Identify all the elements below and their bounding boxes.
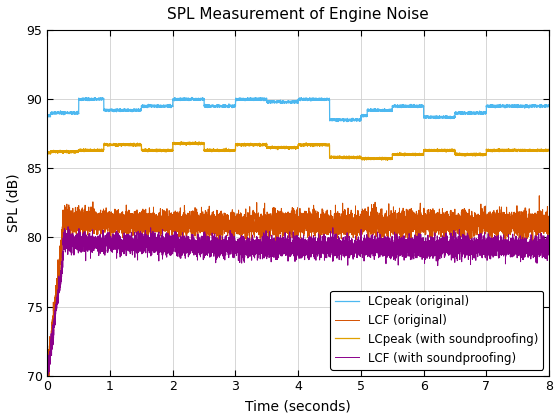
LCF (original) [443, 225, 450, 230]
LCF (original) [45, 376, 52, 381]
LCF (with soundproofing) [416, 247, 423, 252]
LCpeak (with soundproofing) [192, 139, 199, 144]
LCpeak (original) [363, 113, 370, 118]
LCF (with soundproofing) [545, 241, 552, 246]
Title: SPL Measurement of Engine Noise: SPL Measurement of Engine Noise [167, 7, 429, 22]
LCF (original) [69, 220, 76, 225]
Y-axis label: SPL (dB): SPL (dB) [7, 173, 21, 232]
Line: LCpeak (original): LCpeak (original) [48, 97, 549, 122]
LCF (original) [341, 223, 348, 228]
LCpeak (original) [341, 117, 348, 122]
LCpeak (with soundproofing) [384, 158, 391, 163]
LCF (original) [44, 370, 51, 375]
LCpeak (with soundproofing) [545, 147, 552, 152]
LCpeak (original) [189, 95, 195, 100]
LCpeak (with soundproofing) [69, 149, 76, 154]
Line: LCF (with soundproofing): LCF (with soundproofing) [48, 227, 549, 379]
LCpeak (original) [69, 110, 76, 116]
LCpeak (original) [226, 102, 232, 108]
LCpeak (original) [545, 102, 552, 108]
LCpeak (with soundproofing) [363, 156, 370, 161]
LCF (original) [545, 218, 552, 223]
Line: LCpeak (with soundproofing): LCpeak (with soundproofing) [48, 142, 549, 160]
LCF (original) [226, 226, 232, 231]
LCpeak (with soundproofing) [443, 147, 450, 152]
X-axis label: Time (seconds): Time (seconds) [245, 399, 351, 413]
LCF (original) [416, 232, 423, 237]
LCF (with soundproofing) [341, 246, 348, 251]
LCF (with soundproofing) [65, 224, 72, 229]
LCF (original) [536, 193, 543, 198]
LCpeak (original) [44, 113, 51, 118]
LCF (with soundproofing) [443, 248, 450, 253]
LCpeak (original) [443, 116, 450, 121]
LCF (with soundproofing) [363, 242, 370, 247]
LCpeak (with soundproofing) [44, 150, 51, 155]
LCpeak (with soundproofing) [226, 148, 232, 153]
LCF (with soundproofing) [69, 236, 76, 241]
Legend: LCpeak (original), LCF (original), LCpeak (with soundproofing), LCF (with soundp: LCpeak (original), LCF (original), LCpea… [330, 291, 543, 370]
LCF (with soundproofing) [44, 377, 51, 382]
LCF (with soundproofing) [226, 247, 232, 252]
LCpeak (original) [344, 119, 351, 124]
Line: LCF (original): LCF (original) [48, 196, 549, 379]
LCpeak (with soundproofing) [341, 154, 348, 159]
LCpeak (original) [416, 103, 423, 108]
LCF (original) [363, 226, 370, 231]
LCpeak (with soundproofing) [416, 151, 423, 156]
